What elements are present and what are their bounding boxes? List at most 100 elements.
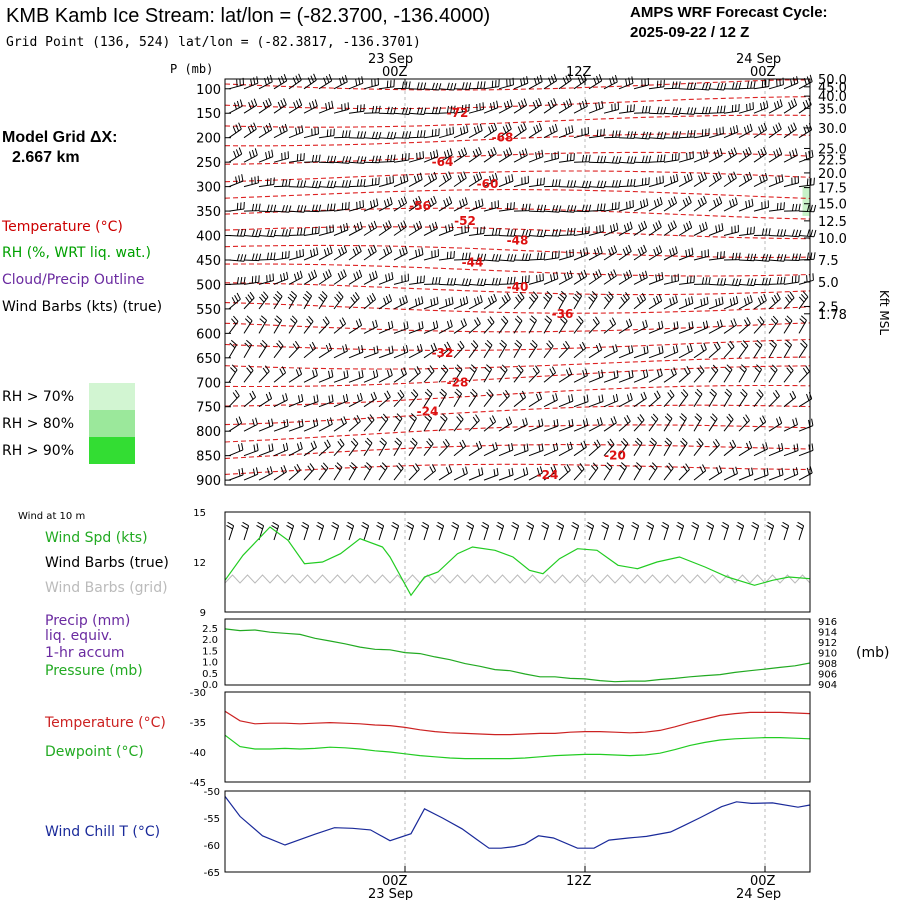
wind-barb	[243, 253, 262, 262]
wind-barb	[708, 341, 721, 359]
wind-barb	[648, 131, 667, 140]
wind-barb	[348, 200, 364, 212]
wind-barb	[783, 148, 798, 163]
wind-barb	[557, 290, 567, 310]
wind-barb	[348, 292, 360, 310]
wind-barb	[243, 98, 258, 114]
surface-wind-barb	[586, 521, 595, 541]
wind-barbs-true-legend: Wind Barbs (true)	[45, 555, 169, 571]
wind-barb	[573, 73, 587, 90]
wind-barb	[303, 247, 319, 261]
temperature-contour	[224, 96, 811, 110]
wind-barb	[513, 467, 529, 481]
wind-barb	[618, 414, 631, 432]
wind-barb	[588, 269, 602, 285]
wind-barb	[363, 391, 377, 408]
wind-barb	[333, 291, 344, 310]
wind-barb	[558, 248, 574, 261]
wind-barb	[258, 315, 268, 334]
wind-barb	[618, 244, 632, 261]
surface-wind-barb	[781, 521, 790, 541]
surface-wind-barb	[451, 521, 460, 541]
wind-chill-frame	[224, 790, 811, 873]
temperature-contour	[224, 404, 811, 426]
wind-barb	[588, 462, 599, 481]
wind-barb	[438, 465, 453, 481]
wind-barb	[723, 413, 734, 432]
surface-wind-barb	[751, 521, 760, 541]
wind-barb	[228, 339, 238, 359]
wind-barb	[243, 467, 259, 481]
wind-barb	[603, 102, 619, 114]
wind-barb	[513, 364, 524, 383]
wind-barb	[723, 318, 737, 334]
wind-barb	[423, 249, 439, 261]
wind-barb	[543, 366, 557, 383]
wind-barb	[243, 390, 257, 408]
wind-barb	[438, 126, 454, 139]
wind-barb	[633, 131, 652, 140]
wind-barb	[753, 200, 769, 212]
wind-barb	[453, 296, 469, 310]
temperature-contour	[224, 263, 811, 277]
surface-wind-barb	[736, 521, 745, 541]
wind-barb	[288, 248, 304, 261]
wind-barb	[543, 442, 559, 457]
wind-barb	[528, 273, 544, 285]
wind-barb	[258, 443, 274, 457]
wind-barb	[348, 462, 357, 481]
wind-barb	[348, 179, 366, 188]
surface-wind-barb	[331, 521, 340, 541]
wind-barb	[378, 368, 393, 383]
temperature-contour-label: -68	[492, 131, 514, 145]
wind-barb	[273, 271, 289, 285]
wind-barb	[408, 275, 425, 285]
wind-chill-line	[224, 796, 811, 849]
wind-barb	[558, 180, 577, 188]
wind-barb	[543, 393, 558, 408]
wind-barb	[393, 437, 403, 456]
wind-barb	[318, 343, 333, 359]
wind-barb	[408, 130, 426, 139]
wind-barb	[798, 98, 812, 114]
y-tick-label: 904	[818, 680, 837, 691]
wind-barb	[453, 125, 469, 139]
wind-barb	[573, 99, 588, 114]
wind-barb	[438, 171, 452, 188]
wind-barb	[333, 245, 348, 261]
wind-barb	[678, 275, 695, 285]
wind-barb	[333, 155, 352, 164]
wind-barb	[768, 174, 784, 188]
wind-barb	[768, 253, 787, 262]
wind-barb	[243, 339, 253, 359]
surface-wind-barb	[511, 521, 520, 541]
wind-barb	[258, 74, 273, 90]
temperature-legend: Temperature (°C)	[44, 715, 166, 731]
height-tick-label: 12.5	[818, 215, 847, 230]
wind-barb	[303, 126, 319, 139]
y-tick-label: 908	[818, 659, 837, 670]
wind-barb	[423, 149, 439, 163]
wind-barb	[663, 462, 674, 481]
temperature-contour	[224, 114, 811, 128]
wind-barb	[543, 465, 557, 481]
wind-barb	[738, 198, 754, 212]
wind-barb	[633, 319, 648, 334]
bottom-tick-00z-b: 00Z	[750, 874, 776, 889]
temperature-contour-label: -72	[447, 106, 469, 120]
wind-barb	[378, 197, 393, 212]
wind-barb	[543, 250, 560, 261]
wind-barb	[543, 228, 562, 237]
wind-barb	[723, 224, 739, 236]
wind-barb	[528, 315, 537, 334]
wind-barb	[453, 388, 463, 407]
wind-barb	[528, 123, 543, 139]
legend-temperature: Temperature (°C)	[1, 219, 123, 235]
wind-barb	[498, 276, 516, 285]
wind-barb	[768, 229, 787, 237]
wind-barb	[453, 252, 471, 261]
wind-barb	[483, 364, 493, 383]
wind-barb	[348, 131, 367, 139]
wind-barb	[798, 291, 809, 310]
wind-barb	[618, 131, 637, 139]
